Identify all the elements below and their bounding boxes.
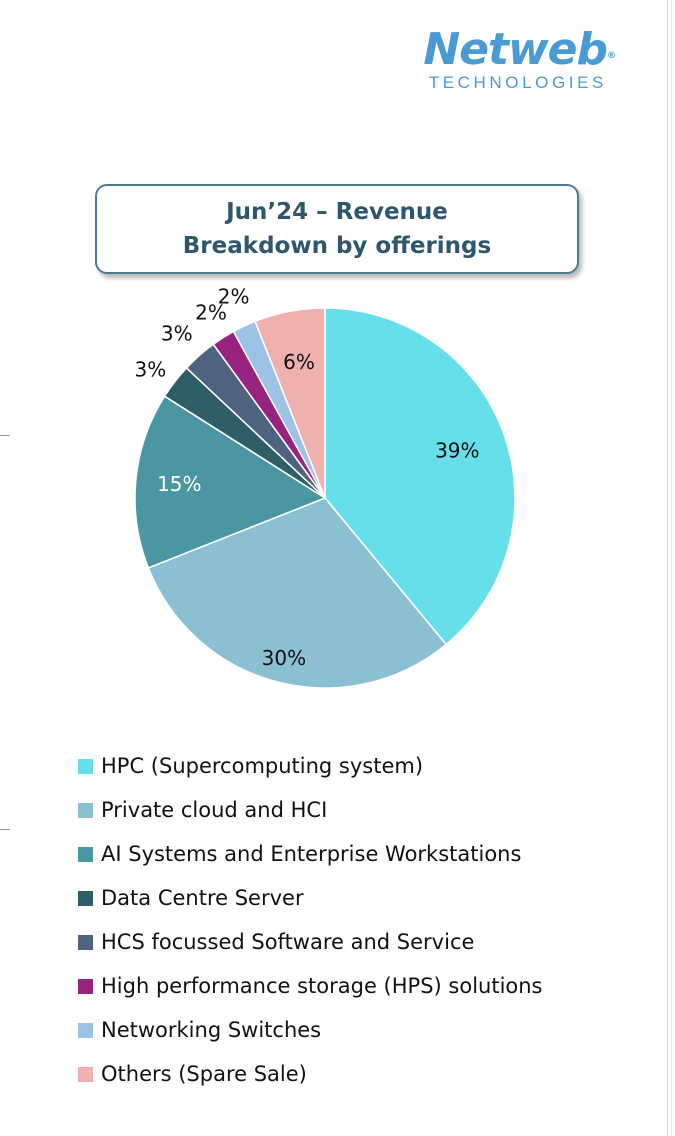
page-edge-line — [667, 0, 668, 1136]
legend-swatch — [78, 1022, 93, 1038]
pie-slice — [134, 395, 327, 569]
legend-label: Networking Switches — [101, 1018, 322, 1042]
data-label: 39% — [435, 438, 479, 462]
legend-swatch — [78, 934, 93, 950]
page-edge-line — [671, 0, 672, 1136]
netweb-logo: Netweb® TECHNOLOGIES — [405, 24, 616, 92]
pie-slices — [134, 307, 516, 689]
margin-tick — [0, 829, 10, 830]
pie-chart: 39%30%15%3%3%2%2%6% — [134, 285, 516, 689]
legend-item: HPC (Supercomputing system) — [78, 744, 543, 788]
legend-item: High performance storage (HPS) solutions — [78, 964, 543, 1008]
legend-label: Others (Spare Sale) — [101, 1062, 307, 1086]
data-label: 2% — [218, 285, 250, 309]
legend-swatch — [78, 802, 93, 818]
legend-label: Data Centre Server — [101, 886, 304, 910]
pie-slice — [254, 307, 326, 499]
data-label: 30% — [262, 646, 306, 670]
chart-title-box: Jun’24 – Revenue Breakdown by offerings — [95, 184, 579, 274]
logo-name: Netweb — [423, 24, 608, 75]
legend-label: HPC (Supercomputing system) — [101, 754, 424, 778]
data-label: 3% — [135, 357, 167, 381]
legend-swatch — [78, 758, 93, 774]
chart-title: Jun’24 – Revenue Breakdown by offerings — [182, 199, 492, 259]
chart-legend: HPC (Supercomputing system) Private cloud… — [78, 744, 543, 1096]
legend-swatch — [78, 978, 93, 994]
data-label: 6% — [283, 350, 315, 374]
data-label: 2% — [195, 300, 227, 324]
pie-slice — [324, 307, 516, 646]
margin-tick — [0, 435, 10, 436]
legend-item: Networking Switches — [78, 1008, 543, 1052]
legend-item: Private cloud and HCI — [78, 788, 543, 832]
legend-label: High performance storage (HPS) solutions — [101, 974, 543, 998]
data-label: 15% — [157, 472, 201, 496]
legend-item: AI Systems and Enterprise Workstations — [78, 832, 543, 876]
pie-labels: 39%30%15%3%3%2%2%6% — [135, 285, 480, 670]
legend-swatch — [78, 890, 93, 906]
legend-item: Others (Spare Sale) — [78, 1052, 543, 1096]
legend-label: HCS focussed Software and Service — [101, 930, 475, 954]
data-label: 3% — [161, 322, 193, 346]
logo-tagline: TECHNOLOGIES — [428, 73, 607, 92]
legend-item: Data Centre Server — [78, 876, 543, 920]
legend-swatch — [78, 846, 93, 862]
legend-label: Private cloud and HCI — [101, 798, 328, 822]
registered-mark: ® — [607, 51, 616, 61]
pie-slice — [147, 497, 448, 689]
legend-label: AI Systems and Enterprise Workstations — [101, 842, 522, 866]
legend-item: HCS focussed Software and Service — [78, 920, 543, 964]
legend-swatch — [78, 1066, 93, 1082]
